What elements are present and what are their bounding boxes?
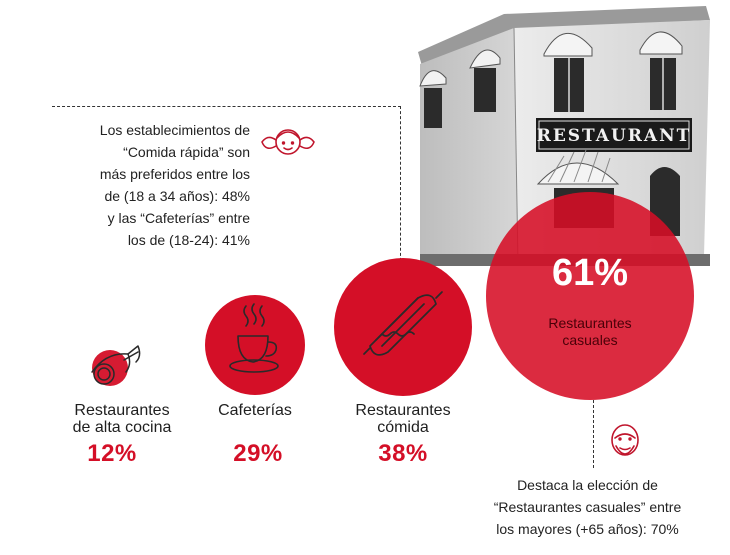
note-line: Los establecimientos de [99, 122, 250, 138]
old-man-face-icon [611, 424, 639, 456]
dashed-leader-line [593, 400, 594, 468]
note-line: “Restaurantes casuales” entre [493, 499, 682, 515]
fast-food-note: Los establecimientos de “Comida rápida” … [70, 119, 250, 251]
girl-face-icon [261, 129, 315, 155]
fish-icon [91, 345, 141, 386]
fast-food-label: Restaurantes cómida [330, 402, 476, 436]
label-line: Restaurantes [74, 402, 170, 419]
casual-restaurants-percent: 61% [551, 252, 629, 294]
fast-food-circle [334, 258, 472, 396]
note-line: más preferidos entre los [99, 166, 250, 182]
fine-dining-percent: 12% [87, 440, 137, 467]
cafeterias-circle [205, 295, 305, 395]
seniors-note: Destaca la elección de “Restaurantes cas… [470, 474, 705, 540]
dashed-leader-line [400, 106, 401, 266]
fine-dining-label: Restaurantes de alta cocina [52, 402, 192, 436]
note-line: y las “Cafeterías” entre [107, 210, 250, 226]
label-line: Cafeterías [218, 402, 292, 419]
fast-food-percent: 38% [378, 440, 428, 467]
label-line: Restaurantes [355, 402, 451, 419]
casual-restaurants-circle [486, 192, 694, 400]
cafeterias-percent: 29% [233, 440, 283, 467]
label-line: Restaurantes [548, 315, 632, 331]
note-line: Destaca la elección de [517, 477, 658, 493]
label-line: casuales [562, 332, 618, 348]
note-line: los de (18-24): 41% [127, 232, 250, 248]
coffee-cup-icon [229, 303, 279, 373]
note-line: “Comida rápida” son [123, 144, 250, 160]
restaurant-sign-text: RESTAURANT [537, 126, 692, 146]
cafeterias-label: Cafeterías [190, 402, 320, 419]
casual-restaurants-label: Restaurantes casuales [486, 315, 694, 349]
label-line: cómida [377, 419, 429, 436]
note-line: de (18 a 34 años): 48% [104, 188, 250, 204]
dashed-leader-line [52, 106, 401, 107]
hotdog-icon [363, 291, 443, 356]
note-line: los mayores (+65 años): 70% [496, 521, 679, 537]
label-line: de alta cocina [72, 419, 172, 436]
